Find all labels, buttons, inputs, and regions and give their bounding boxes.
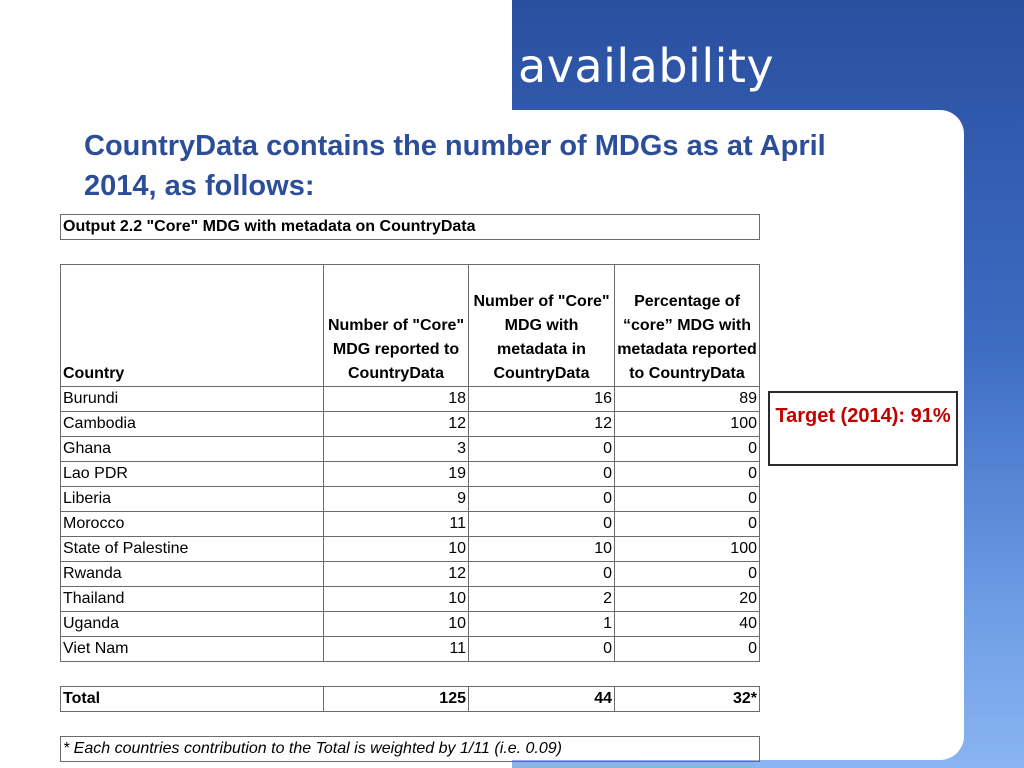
table-row: Liberia 9 0 0 <box>60 486 760 512</box>
spacer-row <box>60 239 760 265</box>
mdg-table: Output 2.2 "Core" MDG with metadata on C… <box>60 214 760 762</box>
metadata-cell: 0 <box>468 461 615 487</box>
table-row: Cambodia 12 12 100 <box>60 411 760 437</box>
reported-cell: 18 <box>323 386 469 412</box>
country-cell: Rwanda <box>60 561 324 587</box>
reported-cell: 11 <box>323 511 469 537</box>
metadata-cell: 16 <box>468 386 615 412</box>
country-cell: Thailand <box>60 586 324 612</box>
spacer-row <box>60 661 760 687</box>
percentage-cell: 0 <box>614 561 760 587</box>
percentage-cell: 0 <box>614 486 760 512</box>
total-row: Total 125 44 32* <box>60 686 760 712</box>
footnote-row: * Each countries contribution to the Tot… <box>60 736 760 762</box>
country-cell: State of Palestine <box>60 536 324 562</box>
metadata-cell: 0 <box>468 486 615 512</box>
footnote: * Each countries contribution to the Tot… <box>60 736 760 762</box>
metadata-cell: 10 <box>468 536 615 562</box>
header-with-metadata: Number of "Core" MDG with metadata in Co… <box>468 264 615 387</box>
country-cell: Burundi <box>60 386 324 412</box>
percentage-cell: 0 <box>614 436 760 462</box>
table-row: Uganda 10 1 40 <box>60 611 760 637</box>
country-cell: Cambodia <box>60 411 324 437</box>
total-label: Total <box>60 686 324 712</box>
table-row: Morocco 11 0 0 <box>60 511 760 537</box>
metadata-cell: 0 <box>468 561 615 587</box>
reported-cell: 12 <box>323 411 469 437</box>
table-row: Ghana 3 0 0 <box>60 436 760 462</box>
reported-cell: 10 <box>323 611 469 637</box>
country-cell: Liberia <box>60 486 324 512</box>
country-cell: Lao PDR <box>60 461 324 487</box>
header-row: Country Number of "Core" MDG reported to… <box>60 264 760 387</box>
metadata-cell: 0 <box>468 436 615 462</box>
percentage-cell: 40 <box>614 611 760 637</box>
country-cell: Ghana <box>60 436 324 462</box>
percentage-cell: 100 <box>614 536 760 562</box>
table-caption: Output 2.2 "Core" MDG with metadata on C… <box>60 214 760 240</box>
header-country: Country <box>60 264 324 387</box>
slide-heading: CountryData contains the number of MDGs … <box>84 130 826 202</box>
country-cell: Morocco <box>60 511 324 537</box>
total-metadata: 44 <box>468 686 615 712</box>
target-box: Target (2014): 91% <box>768 391 958 466</box>
metadata-cell: 2 <box>468 586 615 612</box>
header-percentage: Percentage of “core” MDG with metadata r… <box>614 264 760 387</box>
metadata-cell: 12 <box>468 411 615 437</box>
total-percentage: 32* <box>614 686 760 712</box>
table-row: Lao PDR 19 0 0 <box>60 461 760 487</box>
caption-row: Output 2.2 "Core" MDG with metadata on C… <box>60 214 760 240</box>
header-reported: Number of "Core" MDG reported to Country… <box>323 264 469 387</box>
percentage-cell: 89 <box>614 386 760 412</box>
percentage-cell: 100 <box>614 411 760 437</box>
reported-cell: 3 <box>323 436 469 462</box>
reported-cell: 12 <box>323 561 469 587</box>
table-row: State of Palestine 10 10 100 <box>60 536 760 562</box>
metadata-cell: 1 <box>468 611 615 637</box>
total-reported: 125 <box>323 686 469 712</box>
percentage-cell: 0 <box>614 461 760 487</box>
metadata-cell: 0 <box>468 636 615 662</box>
country-cell: Uganda <box>60 611 324 637</box>
reported-cell: 11 <box>323 636 469 662</box>
percentage-cell: 0 <box>614 511 760 537</box>
reported-cell: 10 <box>323 586 469 612</box>
reported-cell: 10 <box>323 536 469 562</box>
table-row: Thailand 10 2 20 <box>60 586 760 612</box>
country-cell: Viet Nam <box>60 636 324 662</box>
metadata-cell: 0 <box>468 511 615 537</box>
reported-cell: 19 <box>323 461 469 487</box>
spacer-row <box>60 711 760 737</box>
percentage-cell: 20 <box>614 586 760 612</box>
percentage-cell: 0 <box>614 636 760 662</box>
table-row: Viet Nam 11 0 0 <box>60 636 760 662</box>
table-row: Burundi 18 16 89 <box>60 386 760 412</box>
reported-cell: 9 <box>323 486 469 512</box>
slide-title: availability <box>518 39 775 93</box>
table-row: Rwanda 12 0 0 <box>60 561 760 587</box>
